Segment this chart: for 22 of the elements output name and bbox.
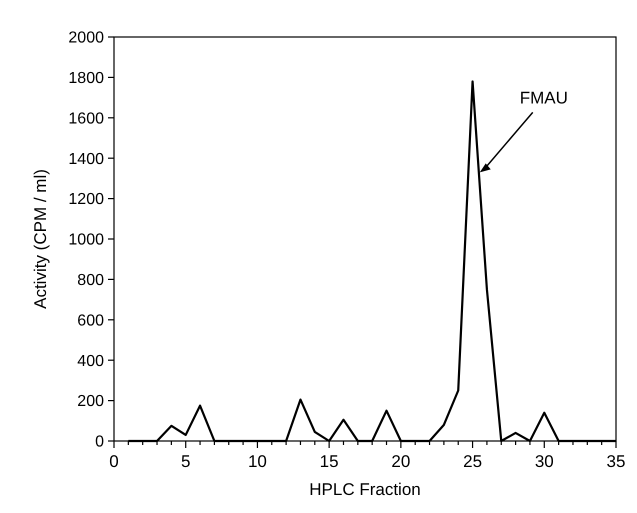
x-tick-label: 15 (320, 452, 339, 471)
y-tick-label: 600 (77, 312, 104, 330)
annotation: FMAU (520, 88, 568, 108)
x-tick-label: 25 (463, 452, 482, 471)
x-axis-title: HPLC Fraction (309, 480, 421, 499)
y-tick-label: 1800 (68, 70, 104, 87)
y-tick-label: 800 (77, 272, 104, 289)
x-tick-label: 10 (248, 452, 267, 471)
y-axis-title: Activity (CPM / ml) (31, 169, 50, 309)
y-tick-label: 0 (95, 434, 104, 451)
y-tick-label: 200 (77, 393, 104, 410)
y-tick-label: 1000 (68, 232, 104, 249)
x-tick-label: 0 (109, 452, 119, 471)
x-tick-label: 30 (534, 452, 554, 471)
x-tick-label: 20 (391, 452, 410, 471)
y-tick-label: 1400 (68, 150, 104, 168)
y-tick-label: 1600 (68, 110, 104, 128)
x-tick-label: 35 (606, 452, 626, 471)
y-tick-label: 400 (77, 352, 104, 370)
y-tick-label: 1200 (68, 191, 104, 208)
y-tick-label: 2000 (68, 30, 104, 47)
x-tick-label: 5 (180, 452, 190, 471)
